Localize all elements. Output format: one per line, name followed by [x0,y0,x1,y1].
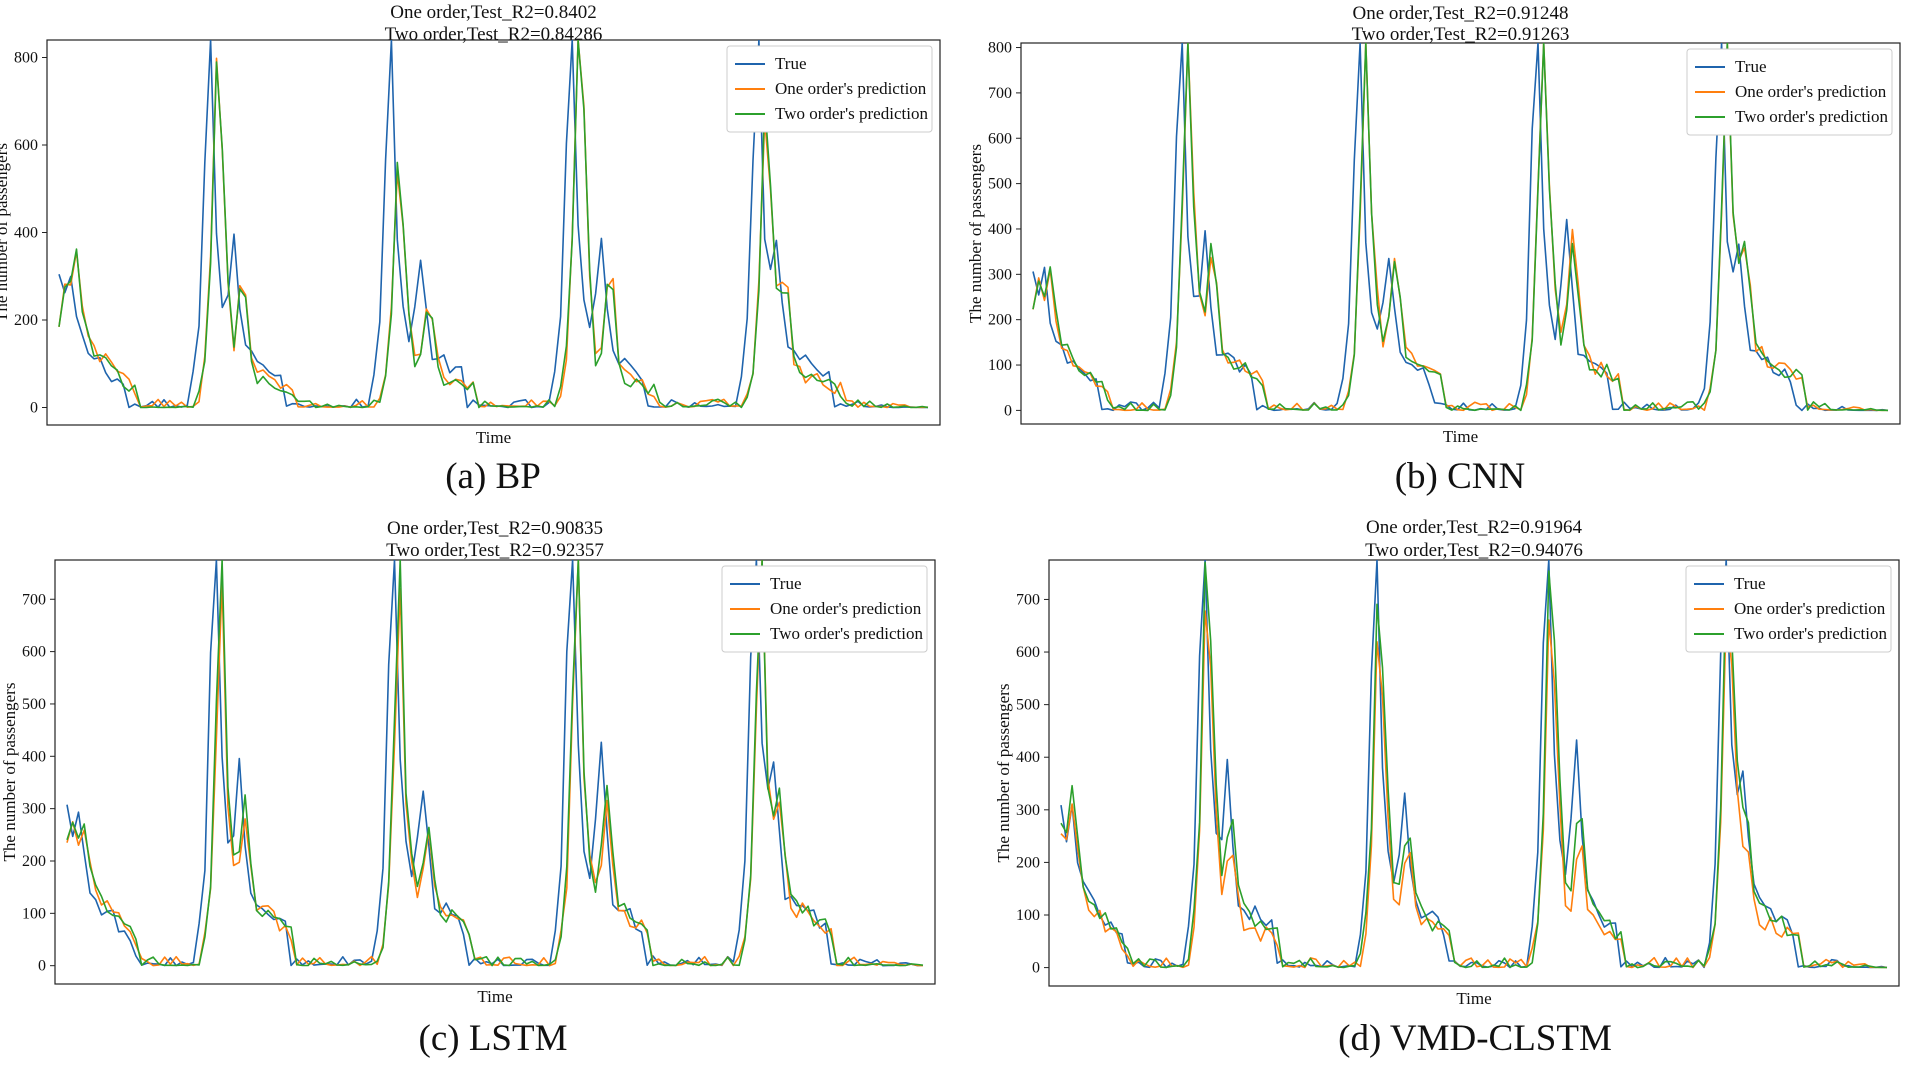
y-tick-label: 700 [988,85,1012,102]
y-tick-label: 0 [38,958,46,975]
series-line-two [58,40,929,409]
y-tick-label: 700 [22,591,46,608]
series-line-two [66,560,924,967]
legend-label-true: True [1734,574,1766,593]
y-tick-label: 500 [22,696,46,713]
y-tick-label: 300 [1016,802,1040,819]
plot-frame [54,559,936,985]
series-line-two [1032,43,1888,412]
y-tick-label: 400 [14,225,38,242]
legend-label-two: Two order's prediction [775,104,928,123]
y-tick-label: 400 [22,748,46,765]
subfigure-caption: (a) BP [445,456,541,497]
y-tick-label: 100 [988,357,1012,374]
chart-title-line-1: One order,Test_R2=0.8402 [390,2,597,23]
y-tick-label: 800 [988,40,1012,57]
y-tick-label: 800 [14,50,38,67]
y-tick-label: 0 [1032,960,1040,977]
legend-label-two: Two order's prediction [1735,107,1888,126]
y-tick-label: 200 [988,312,1012,329]
y-tick-label: 100 [22,905,46,922]
legend-box [1686,48,1893,136]
x-axis-label: Time [476,428,511,447]
chart-title-line-1: One order,Test_R2=0.91248 [1352,3,1568,24]
plot-frame [1048,559,1900,987]
y-tick-label: 200 [1016,854,1040,871]
legend-label-true: True [1735,57,1767,76]
y-axis-label: The number of passengers [966,144,985,323]
chart-title-line-1: One order,Test_R2=0.90835 [387,518,603,539]
series-line-two [1060,561,1887,969]
x-axis-label: Time [1443,427,1478,446]
chart-title-line-1: One order,Test_R2=0.91964 [1366,517,1583,538]
y-tick-label: 400 [1016,749,1040,766]
plot-frame [1020,42,1901,425]
y-tick-label: 600 [988,130,1012,147]
subfigure-caption: (c) LSTM [419,1018,568,1059]
chart-title-line-2: Two order,Test_R2=0.91263 [1352,24,1570,45]
y-tick-label: 300 [988,266,1012,283]
legend-label-one: One order's prediction [775,79,927,98]
y-tick-label: 300 [22,801,46,818]
y-tick-label: 200 [14,312,38,329]
legend-label-true: True [775,54,807,73]
y-tick-label: 600 [14,137,38,154]
subfigure-caption: (d) VMD-CLSTM [1338,1018,1612,1059]
y-axis-label: The number of passengers [0,683,19,862]
chart-title-line-2: Two order,Test_R2=0.92357 [386,540,604,561]
legend-label-two: Two order's prediction [1734,624,1887,643]
legend-label-one: One order's prediction [770,599,922,618]
y-tick-label: 600 [22,644,46,661]
y-tick-label: 600 [1016,644,1040,661]
y-tick-label: 500 [1016,697,1040,714]
legend-box [726,45,933,133]
y-tick-label: 500 [988,176,1012,193]
y-tick-label: 0 [1004,402,1012,419]
x-axis-label: Time [477,987,512,1006]
legend-label-true: True [770,574,802,593]
x-axis-label: Time [1456,989,1491,1008]
chart-title-line-2: Two order,Test_R2=0.84286 [385,24,603,45]
legend-label-one: One order's prediction [1734,599,1886,618]
y-tick-label: 200 [22,853,46,870]
legend-label-two: Two order's prediction [770,624,923,643]
chart-title-line-2: Two order,Test_R2=0.94076 [1365,540,1583,561]
legend-box [1685,565,1892,653]
y-tick-label: 700 [1016,591,1040,608]
y-tick-label: 0 [30,400,38,417]
subfigure-caption: (b) CNN [1395,456,1526,497]
legend-label-one: One order's prediction [1735,82,1887,101]
series-line-one [1060,610,1888,969]
y-tick-label: 100 [1016,907,1040,924]
y-tick-label: 400 [988,221,1012,238]
y-axis-label: The number of passengers [994,684,1013,863]
y-axis-label: The number of passengers [0,143,11,322]
legend-box [721,565,928,653]
